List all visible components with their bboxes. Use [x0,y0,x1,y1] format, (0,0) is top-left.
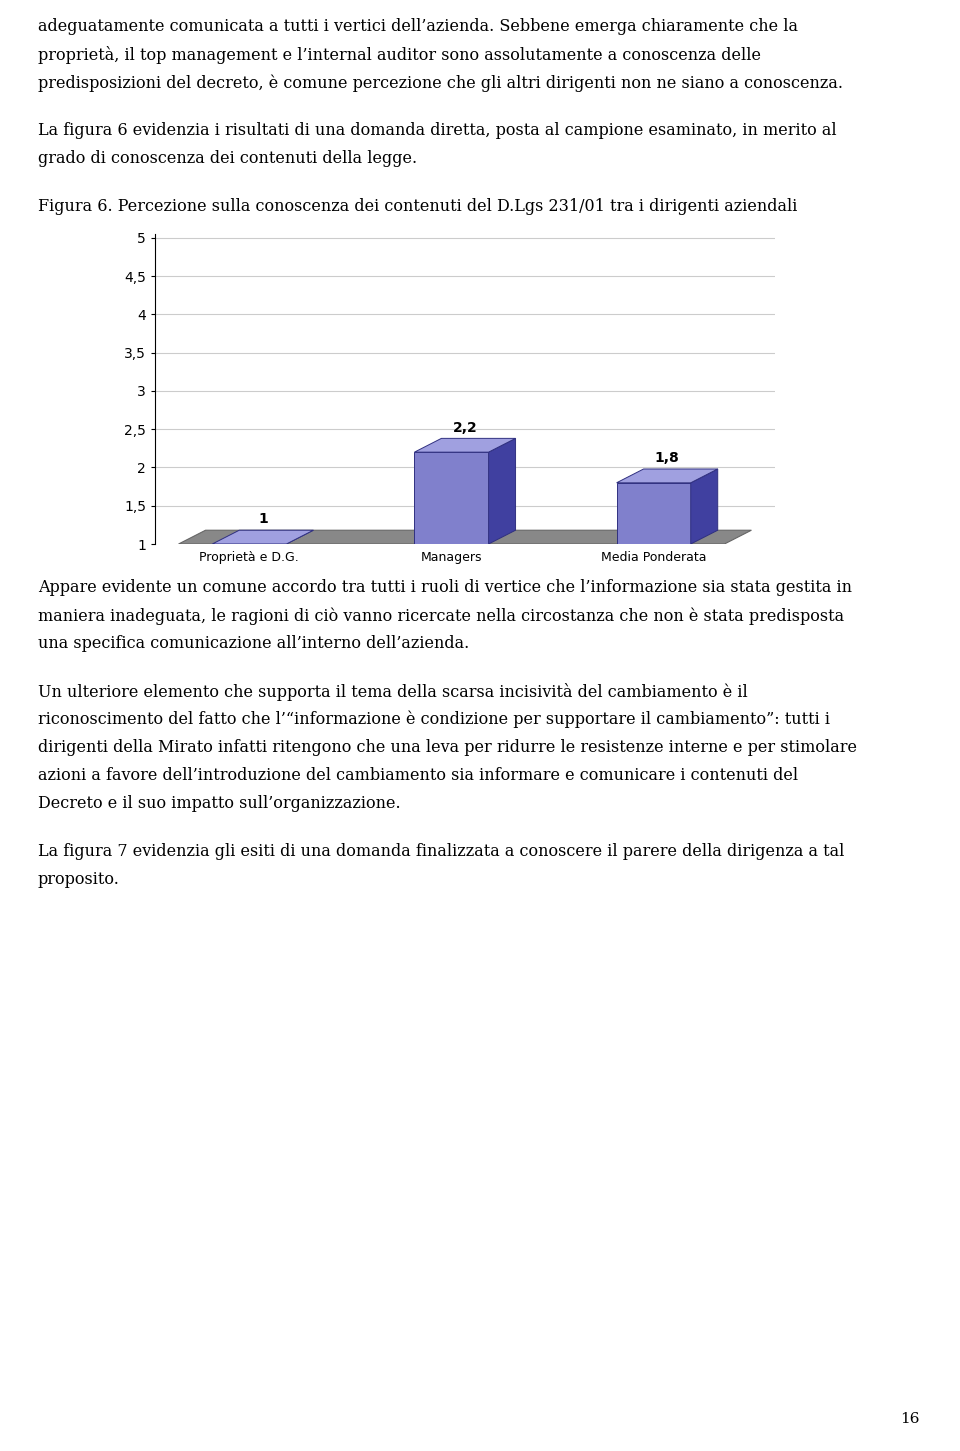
Text: La figura 7 evidenzia gli esiti di una domanda finalizzata a conoscere il parere: La figura 7 evidenzia gli esiti di una d… [38,843,845,860]
Text: una specifica comunicazione all’interno dell’azienda.: una specifica comunicazione all’interno … [38,636,469,651]
Text: proprietà, il top management e l’internal auditor sono assolutamente a conoscenz: proprietà, il top management e l’interna… [38,46,761,64]
Text: 1,8: 1,8 [655,451,680,466]
Text: azioni a favore dell’introduzione del cambiamento sia informare e comunicare i c: azioni a favore dell’introduzione del ca… [38,768,798,784]
Polygon shape [691,469,718,544]
Text: maniera inadeguata, le ragioni di ciò vanno ricercate nella circostanza che non : maniera inadeguata, le ragioni di ciò va… [38,607,844,624]
Polygon shape [616,483,691,544]
Polygon shape [179,530,752,544]
Text: proposito.: proposito. [38,871,120,888]
Text: riconoscimento del fatto che l’“informazione è condizione per supportare il camb: riconoscimento del fatto che l’“informaz… [38,711,830,728]
Text: predisposizioni del decreto, è comune percezione che gli altri dirigenti non ne : predisposizioni del decreto, è comune pe… [38,74,843,91]
Text: 1: 1 [258,512,268,527]
Polygon shape [489,438,516,544]
Text: adeguatamente comunicata a tutti i vertici dell’azienda. Sebbene emerga chiarame: adeguatamente comunicata a tutti i verti… [38,17,798,35]
Polygon shape [415,453,489,544]
Text: Decreto e il suo impatto sull’organizzazione.: Decreto e il suo impatto sull’organizzaz… [38,795,400,813]
Text: Un ulteriore elemento che supporta il tema della scarsa incisività del cambiamen: Un ulteriore elemento che supporta il te… [38,683,748,701]
Text: dirigenti della Mirato infatti ritengono che una leva per ridurre le resistenze : dirigenti della Mirato infatti ritengono… [38,739,857,756]
Text: Figura 6. Percezione sulla conoscenza dei contenuti del D.Lgs 231/01 tra i dirig: Figura 6. Percezione sulla conoscenza de… [38,197,798,215]
Text: La figura 6 evidenzia i risultati di una domanda diretta, posta al campione esam: La figura 6 evidenzia i risultati di una… [38,122,836,139]
Polygon shape [212,530,313,544]
Polygon shape [616,469,718,483]
Text: 16: 16 [900,1412,920,1426]
Polygon shape [415,438,516,453]
Text: grado di conoscenza dei contenuti della legge.: grado di conoscenza dei contenuti della … [38,149,418,167]
Text: 2,2: 2,2 [452,421,477,434]
Text: Appare evidente un comune accordo tra tutti i ruoli di vertice che l’informazion: Appare evidente un comune accordo tra tu… [38,579,852,596]
Polygon shape [286,530,313,544]
